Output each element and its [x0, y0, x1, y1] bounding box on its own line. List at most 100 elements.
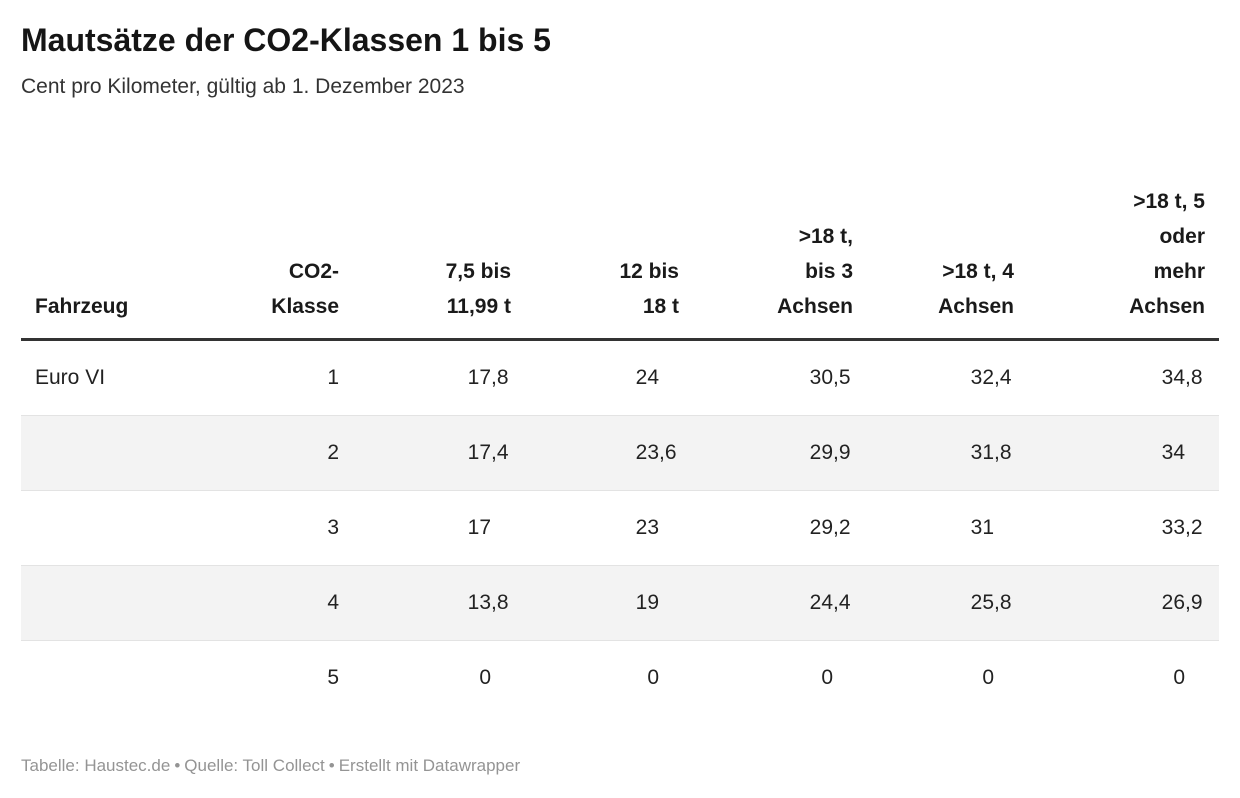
cell-7-5-bis-11-99-t: 13,8	[353, 565, 525, 641]
value-integer-part: 0	[1173, 666, 1185, 689]
value-integer-part: 0	[821, 666, 833, 689]
value-integer-part: 23	[635, 441, 659, 464]
page-subtitle: Cent pro Kilometer, gültig ab 1. Dezembe…	[21, 75, 465, 98]
cell-gt-18-t-4-achsen: 0	[867, 640, 1028, 715]
value-integer-part: 17	[467, 441, 491, 464]
cell-12-bis-18-t: 0	[525, 640, 693, 715]
footer-separator: •	[328, 756, 335, 775]
column-header-7-5-bis-11-99-t: 7,5 bis 11,99 t	[353, 184, 525, 341]
column-header-gt-18-t-5-achsen: >18 t, 5 oder mehr Achsen	[1028, 184, 1219, 341]
cell-7-5-bis-11-99-t: 17,8	[353, 340, 525, 416]
value-decimal-part: ,5	[833, 366, 851, 389]
value-integer-part: 23	[635, 516, 659, 539]
cell-gt-18-t-bis-3-achsen: 29,2	[693, 490, 867, 566]
value-decimal-part: ,9	[833, 441, 851, 464]
cell-co2-klasse: 3	[241, 490, 353, 566]
value-integer-part: 34	[1161, 441, 1185, 464]
table-body: Euro VI 1 17,8 24 30,5 32,4 34,8 2 17,4 23,6 29,9 3…	[21, 340, 1219, 715]
value-integer-part: 17	[467, 516, 491, 539]
cell-7-5-bis-11-99-t: 17	[353, 490, 525, 566]
column-header-12-bis-18-t: 12 bis 18 t	[525, 184, 693, 341]
cell-gt-18-t-4-achsen: 32,4	[867, 340, 1028, 416]
value-decimal-part: ,8	[1185, 366, 1203, 389]
cell-co2-klasse: 2	[241, 415, 353, 491]
cell-gt-18-t-bis-3-achsen: 30,5	[693, 340, 867, 416]
value-decimal-part: ,8	[994, 441, 1012, 464]
value-integer-part: 25	[970, 591, 994, 614]
cell-12-bis-18-t: 23	[525, 490, 693, 566]
toll-rates-table: Fahrzeug CO2- Klasse 7,5 bis 11,99 t 12 bis…	[21, 184, 1219, 715]
cell-co2-klasse: 4	[241, 565, 353, 641]
cell-gt-18-t-4-achsen: 25,8	[867, 565, 1028, 641]
value-decimal-part: ,2	[833, 516, 851, 539]
cell-gt-18-t-bis-3-achsen: 24,4	[693, 565, 867, 641]
value-decimal-part: ,6	[659, 441, 677, 464]
source-credit: Quelle: Toll Collect	[184, 756, 325, 775]
cell-fahrzeug	[21, 415, 241, 491]
value-integer-part: 0	[479, 666, 491, 689]
value-integer-part: 0	[647, 666, 659, 689]
cell-gt-18-t-5-achsen: 0	[1028, 640, 1219, 715]
value-integer-part: 31	[970, 516, 994, 539]
value-decimal-part: ,8	[491, 366, 509, 389]
value-decimal-part: ,8	[491, 591, 509, 614]
cell-co2-klasse: 1	[327, 366, 339, 389]
table-row-klasse-1: Euro VI 1 17,8 24 30,5 32,4 34,8	[21, 340, 1219, 416]
cell-fahrzeug	[21, 490, 241, 566]
table-row-klasse-5: 5 0 0 0 0 0	[21, 640, 1219, 715]
value-integer-part: 34	[1161, 366, 1185, 389]
cell-7-5-bis-11-99-t: 17,4	[353, 415, 525, 491]
value-integer-part: 30	[809, 366, 833, 389]
value-decimal-part: ,4	[833, 591, 851, 614]
cell-gt-18-t-4-achsen: 31,8	[867, 415, 1028, 491]
cell-fahrzeug	[21, 565, 241, 641]
value-integer-part: 32	[970, 366, 994, 389]
cell-fahrzeug: Euro VI	[35, 366, 106, 389]
cell-gt-18-t-5-achsen: 34,8	[1028, 340, 1219, 416]
value-decimal-part: ,4	[994, 366, 1012, 389]
chart-header: Mautsätze der CO2-Klassen 1 bis 5 Cent p…	[21, 22, 1219, 100]
column-header-co2-klasse: CO2- Klasse	[241, 184, 353, 341]
cell-fahrzeug	[21, 640, 241, 715]
cell-12-bis-18-t: 24	[525, 340, 693, 416]
value-integer-part: 26	[1161, 591, 1185, 614]
value-integer-part: 24	[635, 366, 659, 389]
value-integer-part: 0	[982, 666, 994, 689]
value-integer-part: 17	[467, 366, 491, 389]
cell-co2-klasse: 5	[241, 640, 353, 715]
value-integer-part: 24	[809, 591, 833, 614]
value-integer-part: 33	[1161, 516, 1185, 539]
cell-gt-18-t-bis-3-achsen: 29,9	[693, 415, 867, 491]
table-credit: Tabelle: Haustec.de	[21, 756, 171, 775]
table-row-klasse-4: 4 13,8 19 24,4 25,8 26,9	[21, 565, 1219, 641]
table-row-klasse-3: 3 17 23 29,2 31 33,2	[21, 490, 1219, 566]
cell-gt-18-t-5-achsen: 33,2	[1028, 490, 1219, 566]
column-header-gt-18-t-4-achsen: >18 t, 4 Achsen	[867, 184, 1028, 341]
value-decimal-part: ,2	[1185, 516, 1203, 539]
cell-7-5-bis-11-99-t: 0	[353, 640, 525, 715]
value-decimal-part: ,9	[1185, 591, 1203, 614]
table-header: Fahrzeug CO2- Klasse 7,5 bis 11,99 t 12 bis…	[21, 184, 1219, 341]
datawrapper-credit: Erstellt mit Datawrapper	[338, 756, 521, 775]
value-decimal-part: ,8	[994, 591, 1012, 614]
cell-gt-18-t-5-achsen: 34	[1028, 415, 1219, 491]
footer-separator: •	[174, 756, 181, 775]
column-header-fahrzeug: Fahrzeug	[21, 184, 241, 341]
value-integer-part: 29	[809, 516, 833, 539]
cell-12-bis-18-t: 19	[525, 565, 693, 641]
attribution-footer: Tabelle: Haustec.de • Quelle: Toll Collect…	[21, 755, 1219, 776]
value-integer-part: 13	[467, 591, 491, 614]
value-integer-part: 31	[970, 441, 994, 464]
value-decimal-part: ,4	[491, 441, 509, 464]
cell-12-bis-18-t: 23,6	[525, 415, 693, 491]
column-header-gt-18-t-bis-3-achsen: >18 t, bis 3 Achsen	[693, 184, 867, 341]
table-header-row: Fahrzeug CO2- Klasse 7,5 bis 11,99 t 12 bis…	[21, 184, 1219, 341]
value-integer-part: 19	[635, 591, 659, 614]
cell-gt-18-t-bis-3-achsen: 0	[693, 640, 867, 715]
cell-gt-18-t-4-achsen: 31	[867, 490, 1028, 566]
cell-gt-18-t-5-achsen: 26,9	[1028, 565, 1219, 641]
page-title: Mautsätze der CO2-Klassen 1 bis 5	[21, 22, 551, 58]
value-integer-part: 29	[809, 441, 833, 464]
table-row-klasse-2: 2 17,4 23,6 29,9 31,8 34	[21, 415, 1219, 491]
